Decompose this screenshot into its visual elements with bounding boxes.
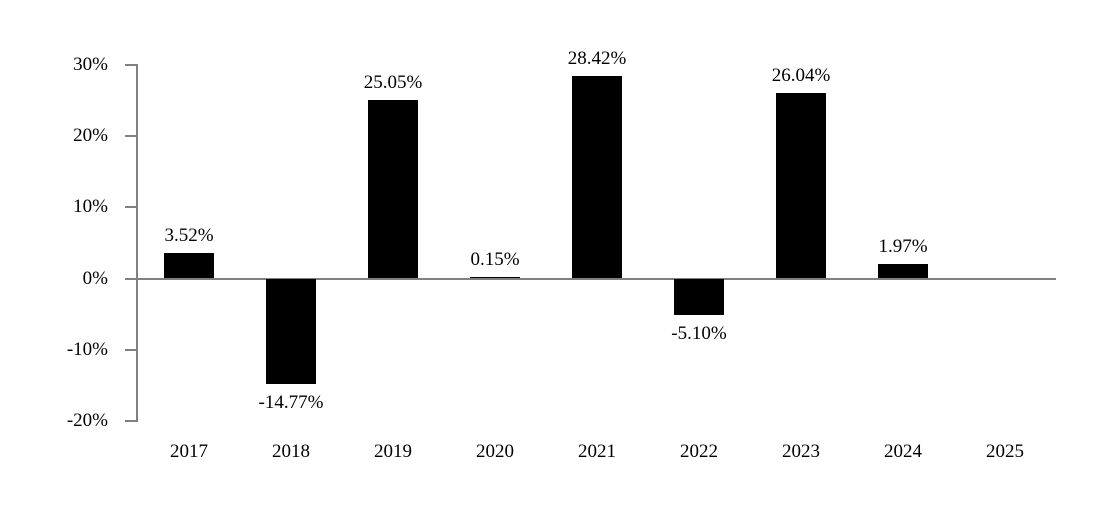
- bar-2018: [266, 278, 316, 384]
- bar-2020: [470, 277, 520, 279]
- y-tick-0%: [125, 277, 138, 280]
- y-tick-label--20%: -20%: [66, 409, 108, 431]
- bar-2022: [674, 278, 724, 315]
- x-tick-label-2019: 2019: [374, 441, 412, 462]
- bar-2019: [368, 100, 418, 279]
- value-label-2022: -5.10%: [671, 322, 727, 344]
- bar-2024: [878, 264, 928, 279]
- x-tick-label-2021: 2021: [578, 441, 616, 462]
- y-tick-10%: [125, 206, 138, 209]
- x-tick-label-2017: 2017: [170, 441, 208, 462]
- y-tick-label-10%: 10%: [73, 196, 108, 218]
- y-tick--10%: [125, 348, 138, 351]
- bar-2017: [164, 253, 214, 279]
- x-tick-label-2024: 2024: [884, 441, 922, 462]
- y-tick-label--10%: -10%: [66, 338, 108, 360]
- value-label-2017: 3.52%: [164, 225, 214, 247]
- y-tick-label-20%: 20%: [73, 125, 108, 147]
- value-label-2023: 26.04%: [771, 65, 831, 87]
- x-tick-label-2025: 2025: [986, 441, 1024, 462]
- bar-2021: [572, 76, 622, 279]
- value-label-2021: 28.42%: [567, 48, 627, 70]
- value-label-2020: 0.15%: [470, 249, 520, 271]
- y-tick-label-0%: 0%: [82, 267, 108, 289]
- x-tick-label-2020: 2020: [476, 441, 514, 462]
- value-label-2018: -14.77%: [258, 391, 324, 413]
- y-tick-30%: [125, 63, 138, 66]
- y-axis-line: [136, 65, 138, 422]
- x-tick-label-2022: 2022: [680, 441, 718, 462]
- value-label-2019: 25.05%: [363, 72, 423, 94]
- y-tick-20%: [125, 135, 138, 138]
- x-tick-label-2023: 2023: [782, 441, 820, 462]
- y-tick-label-30%: 30%: [73, 53, 108, 75]
- x-tick-label-2018: 2018: [272, 441, 310, 462]
- bar-2023: [776, 93, 826, 279]
- x-axis-zero-line: [136, 277, 1056, 280]
- value-label-2024: 1.97%: [878, 236, 928, 258]
- y-tick--20%: [125, 419, 138, 422]
